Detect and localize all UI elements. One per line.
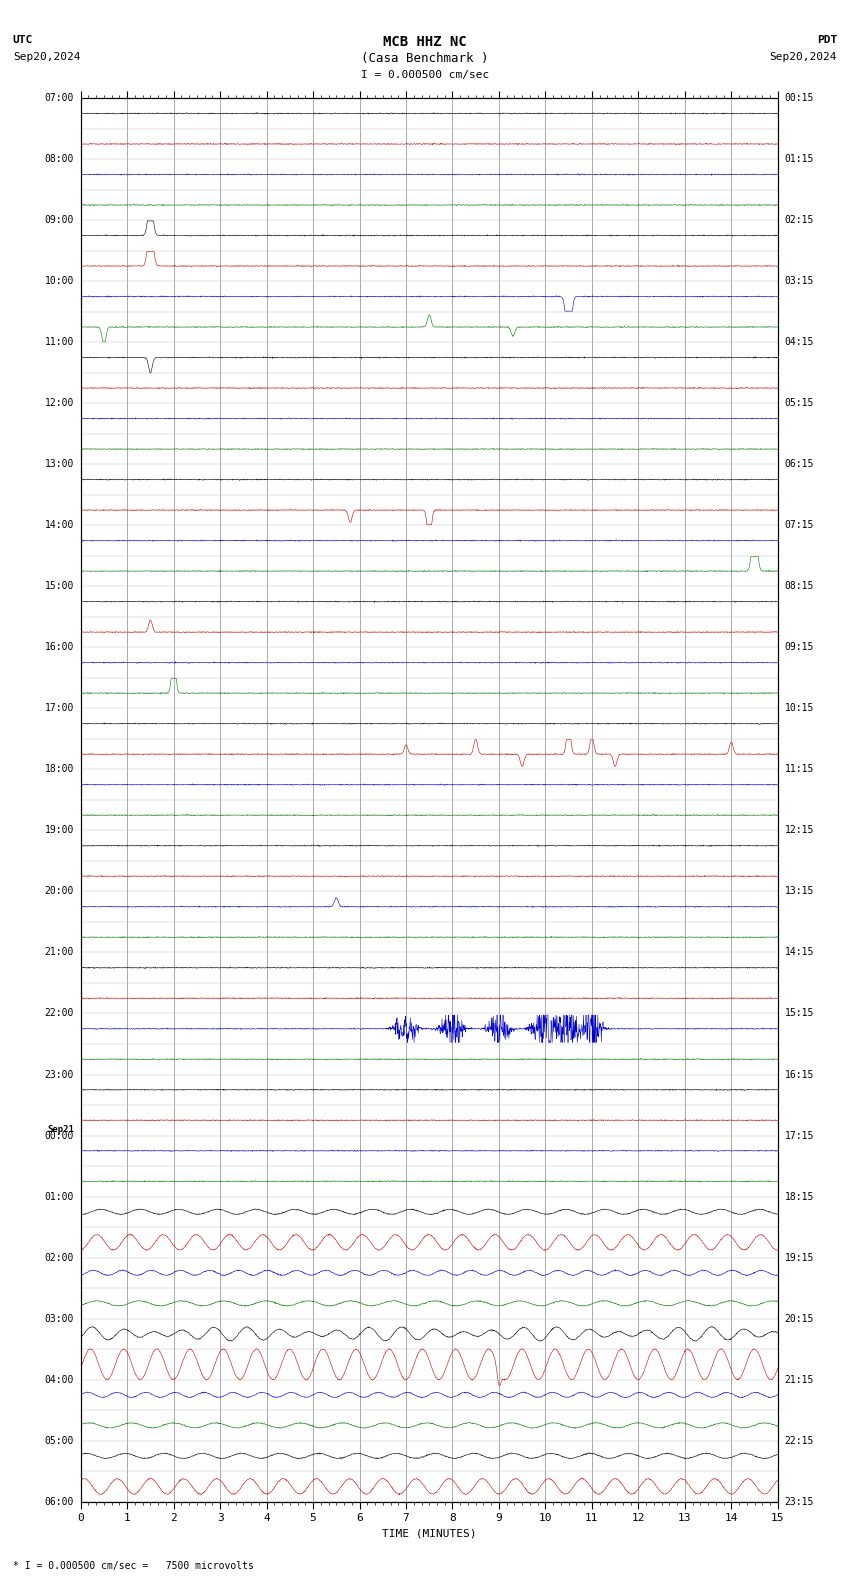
Text: 09:00: 09:00 [44,215,74,225]
Text: (Casa Benchmark ): (Casa Benchmark ) [361,52,489,65]
Text: 07:00: 07:00 [44,93,74,103]
Text: 10:15: 10:15 [785,703,814,713]
Text: 08:15: 08:15 [785,581,814,591]
Text: 13:15: 13:15 [785,887,814,897]
Text: 19:00: 19:00 [44,825,74,835]
Text: 17:00: 17:00 [44,703,74,713]
Text: * I = 0.000500 cm/sec =   7500 microvolts: * I = 0.000500 cm/sec = 7500 microvolts [13,1562,253,1571]
Text: Sep20,2024: Sep20,2024 [13,52,80,62]
Text: 16:00: 16:00 [44,643,74,653]
Text: 02:00: 02:00 [44,1253,74,1262]
Text: I = 0.000500 cm/sec: I = 0.000500 cm/sec [361,70,489,79]
Text: 16:15: 16:15 [785,1069,814,1080]
Text: 03:15: 03:15 [785,276,814,287]
Text: 21:00: 21:00 [44,947,74,957]
Text: 15:15: 15:15 [785,1009,814,1019]
Text: 22:00: 22:00 [44,1009,74,1019]
Text: 02:15: 02:15 [785,215,814,225]
Text: 01:15: 01:15 [785,154,814,165]
Text: 18:15: 18:15 [785,1191,814,1202]
Text: 17:15: 17:15 [785,1131,814,1140]
Text: 23:00: 23:00 [44,1069,74,1080]
Text: 07:15: 07:15 [785,520,814,531]
Text: 20:00: 20:00 [44,887,74,897]
Text: PDT: PDT [817,35,837,44]
Text: 05:00: 05:00 [44,1435,74,1446]
Text: 08:00: 08:00 [44,154,74,165]
Text: 09:15: 09:15 [785,643,814,653]
Text: 21:15: 21:15 [785,1375,814,1384]
Text: 00:15: 00:15 [785,93,814,103]
Text: MCB HHZ NC: MCB HHZ NC [383,35,467,49]
Text: 01:00: 01:00 [44,1191,74,1202]
Text: 18:00: 18:00 [44,765,74,775]
Text: 03:00: 03:00 [44,1313,74,1324]
Text: 04:00: 04:00 [44,1375,74,1384]
Text: 11:15: 11:15 [785,765,814,775]
Text: 19:15: 19:15 [785,1253,814,1262]
Text: 15:00: 15:00 [44,581,74,591]
Text: 14:15: 14:15 [785,947,814,957]
Text: 04:15: 04:15 [785,337,814,347]
X-axis label: TIME (MINUTES): TIME (MINUTES) [382,1529,477,1540]
Text: Sep21: Sep21 [47,1125,74,1134]
Text: Sep20,2024: Sep20,2024 [770,52,837,62]
Text: 22:15: 22:15 [785,1435,814,1446]
Text: 06:15: 06:15 [785,459,814,469]
Text: 00:00: 00:00 [44,1131,74,1140]
Text: UTC: UTC [13,35,33,44]
Text: 14:00: 14:00 [44,520,74,531]
Text: 05:15: 05:15 [785,398,814,409]
Text: 11:00: 11:00 [44,337,74,347]
Text: 12:15: 12:15 [785,825,814,835]
Text: 10:00: 10:00 [44,276,74,287]
Text: 12:00: 12:00 [44,398,74,409]
Text: 13:00: 13:00 [44,459,74,469]
Text: 06:00: 06:00 [44,1497,74,1506]
Text: 20:15: 20:15 [785,1313,814,1324]
Text: 23:15: 23:15 [785,1497,814,1506]
